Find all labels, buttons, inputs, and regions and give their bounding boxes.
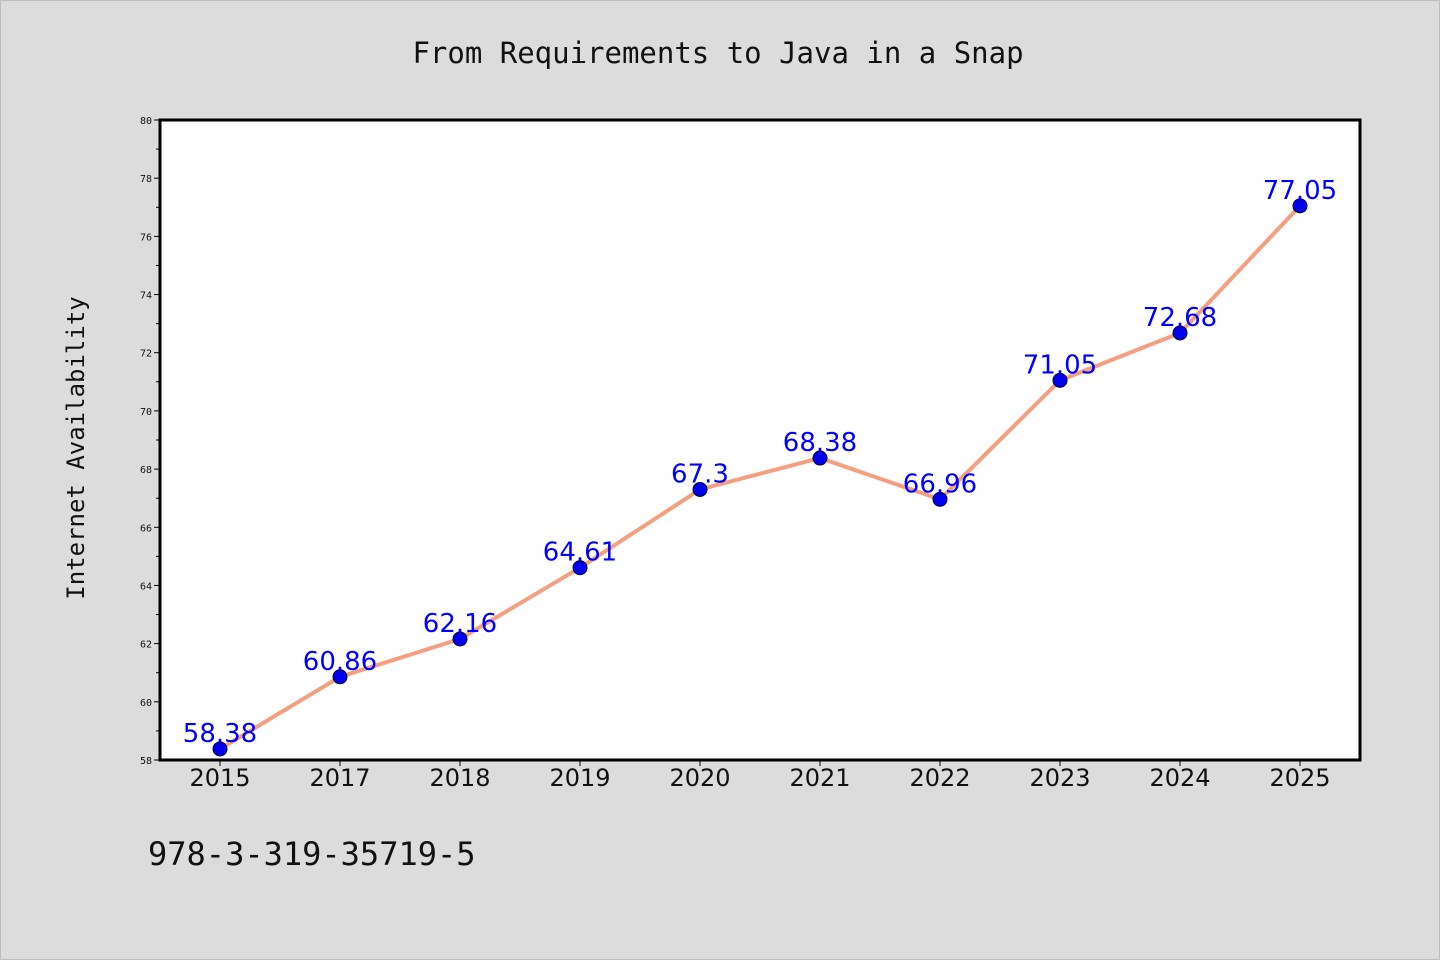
x-tick-label: 2018 bbox=[429, 764, 490, 792]
x-tick-label: 2015 bbox=[189, 764, 250, 792]
data-labels-group: 58.38 60.86 62.16 64.61 67.3 68.38 66.96 71.05 7… bbox=[183, 176, 1337, 749]
x-tick-label: 2017 bbox=[309, 764, 370, 792]
y-tick-label: 76 bbox=[140, 232, 152, 243]
y-tick-label: 78 bbox=[140, 174, 152, 185]
data-point-marker bbox=[572, 560, 588, 576]
chart-title: From Requirements to Java in a Snap bbox=[412, 36, 1023, 70]
series-group bbox=[212, 198, 1308, 757]
y-axis-label: Internet Availability bbox=[62, 296, 90, 599]
plot-area bbox=[158, 118, 1362, 762]
isbn-footnote: 978-3-319-35719-5 bbox=[148, 835, 476, 873]
x-tick-label: 2024 bbox=[1149, 764, 1210, 792]
x-axis: 2015 2017 2018 2019 2020 2021 2022 2023 2024 2025 bbox=[189, 760, 1331, 792]
data-point-marker bbox=[932, 491, 948, 507]
y-tick-label: 62 bbox=[140, 640, 152, 651]
x-tick-label: 2022 bbox=[909, 764, 970, 792]
y-tick-label: 64 bbox=[140, 581, 152, 592]
data-point-label: 67.3 bbox=[671, 459, 729, 489]
data-point-label: 68.38 bbox=[783, 428, 857, 458]
data-point-label: 77.05 bbox=[1263, 176, 1337, 206]
data-point-marker bbox=[692, 481, 708, 497]
data-point-label: 66.96 bbox=[903, 469, 977, 499]
data-point-label: 72.68 bbox=[1143, 303, 1217, 333]
x-tick-label: 2019 bbox=[549, 764, 610, 792]
y-tick-label: 66 bbox=[140, 523, 152, 534]
y-tick-label: 74 bbox=[140, 291, 152, 302]
data-point-marker bbox=[212, 741, 228, 757]
data-point-label: 58.38 bbox=[183, 719, 257, 749]
y-tick-label: 70 bbox=[140, 407, 152, 418]
y-tick-label: 80 bbox=[140, 116, 152, 127]
data-point-marker bbox=[1292, 198, 1308, 214]
y-tick-label: 72 bbox=[140, 349, 152, 360]
y-tick-label: 60 bbox=[140, 698, 152, 709]
y-axis: 58 60 62 64 66 68 70 72 74 76 78 80 bbox=[140, 116, 160, 767]
series-line bbox=[218, 203, 1302, 751]
data-point-marker bbox=[452, 631, 468, 647]
data-point-marker bbox=[332, 669, 348, 685]
y-tick-label: 58 bbox=[140, 756, 152, 767]
x-tick-label: 2025 bbox=[1269, 764, 1330, 792]
data-point-label: 60.86 bbox=[303, 647, 377, 677]
y-tick-label: 68 bbox=[140, 465, 152, 476]
data-point-marker bbox=[1172, 325, 1188, 341]
x-tick-label: 2020 bbox=[669, 764, 730, 792]
x-tick-label: 2021 bbox=[789, 764, 850, 792]
data-point-label: 71.05 bbox=[1023, 350, 1097, 380]
data-point-marker bbox=[812, 450, 828, 466]
x-tick-label: 2023 bbox=[1029, 764, 1090, 792]
data-point-marker bbox=[1052, 372, 1068, 388]
data-point-label: 62.16 bbox=[423, 609, 497, 639]
data-point-label: 64.61 bbox=[543, 538, 617, 568]
